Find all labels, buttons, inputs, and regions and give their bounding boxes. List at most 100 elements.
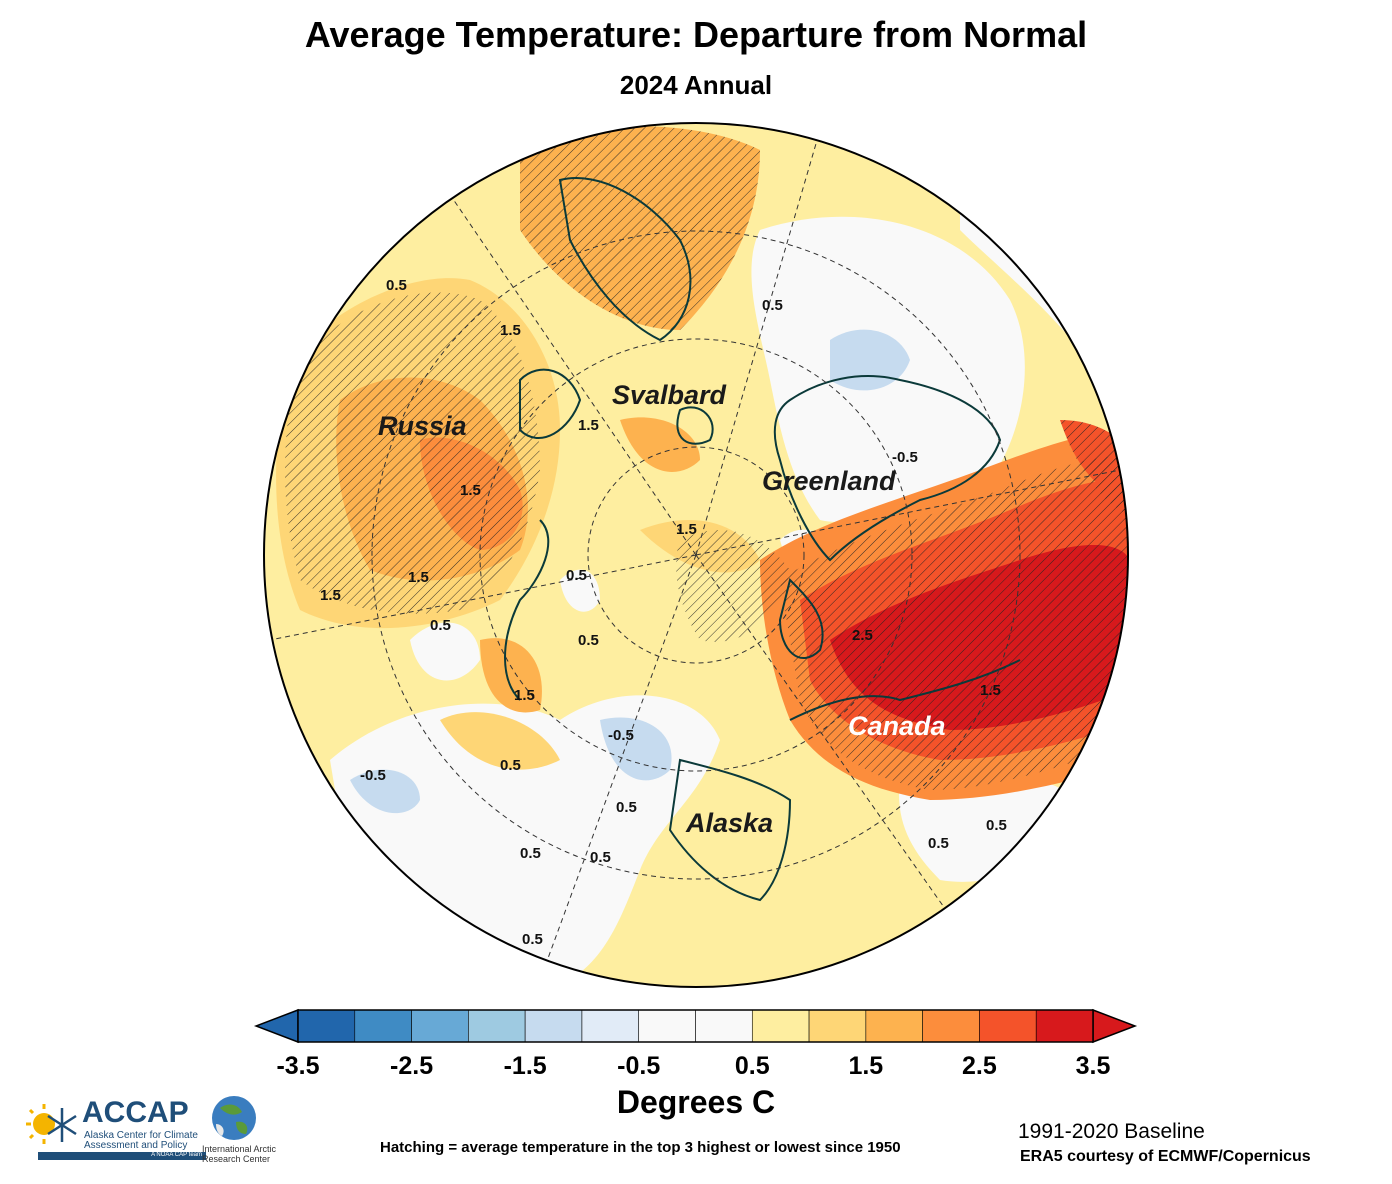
- colorbar-cell: [865, 1009, 923, 1043]
- colorbar-tick-label: 3.5: [1075, 1052, 1111, 1080]
- svalbard-coast: [676, 406, 714, 445]
- longitude-line: [695, 469, 1121, 556]
- colorbar-cell: [411, 1009, 469, 1043]
- contour-label: 0.5: [500, 757, 521, 774]
- contour-label: -0.5: [892, 449, 918, 466]
- coastlines: [504, 177, 1021, 902]
- colorbar-cell: [1035, 1009, 1094, 1043]
- colorbar-cell: [297, 1009, 356, 1043]
- iarc-logo: International Arctic Research Center: [200, 1094, 280, 1166]
- region-label-greenland: Greenland: [762, 466, 896, 496]
- contour-label: 0.5: [566, 567, 587, 584]
- greenland-coast: [773, 375, 1002, 562]
- contour-label: 0.5: [986, 817, 1007, 834]
- colorbar-frame: [297, 1009, 1094, 1043]
- negative-anomaly-patch: [830, 329, 910, 391]
- colorbar-cell: [979, 1009, 1037, 1043]
- hatching-note: Hatching = average temperature in the to…: [380, 1139, 901, 1156]
- colorbar-cell: [354, 1009, 412, 1043]
- region-label-canada: Canada: [848, 711, 946, 741]
- longitude-line: [695, 129, 821, 556]
- contour-label: 1.5: [676, 521, 697, 538]
- contour-label: 0.5: [520, 845, 541, 862]
- contour-label: 0.5: [590, 849, 611, 866]
- contour-label: 0.5: [386, 277, 407, 294]
- contour-label: 0.5: [430, 617, 451, 634]
- contour-label: 1.5: [408, 569, 429, 586]
- alaska-coast: [668, 758, 792, 902]
- contour-label: 1.5: [460, 482, 481, 499]
- iarc-name: Research Center: [202, 1154, 271, 1164]
- sun-snowflake-icon: [26, 1104, 77, 1144]
- colorbar-high-extend-arrow: [1092, 1008, 1138, 1044]
- contour-label: 0.5: [928, 835, 949, 852]
- record-hatching: [676, 530, 790, 642]
- accap-logo: ACCAP Alaska Center for Climate Assessme…: [22, 1096, 206, 1164]
- longitude-line: [269, 554, 697, 641]
- contour-label: 1.5: [500, 322, 521, 339]
- colorbar-tick-label: 0.5: [734, 1052, 770, 1080]
- contour-label: -0.5: [360, 767, 386, 784]
- globe-icon: [212, 1096, 256, 1140]
- colorbar-tick-label: 2.5: [962, 1052, 997, 1080]
- longitude-line: [695, 554, 961, 931]
- map-title: Average Temperature: Departure from Norm…: [304, 14, 1088, 55]
- chukotka-warm-patch: [440, 712, 560, 770]
- latitude-circle: [371, 230, 1021, 880]
- contour-label: 1.5: [980, 682, 1001, 699]
- colorbar-tick-label: -2.5: [390, 1052, 434, 1080]
- colorbar-cells: [297, 1009, 1094, 1043]
- negative-anomaly-patch: [600, 717, 672, 781]
- contour-label: 0.5: [616, 799, 637, 816]
- colorbar-low-extend-arrow: [253, 1008, 299, 1044]
- longitude-line: [539, 554, 697, 981]
- east-siberia-warm-patch: [480, 638, 542, 713]
- negative-anomaly-patch: [350, 769, 420, 814]
- barents-warm-patch: [620, 417, 700, 472]
- contour-label: 0.5: [578, 632, 599, 649]
- contour-label: 2.5: [852, 627, 873, 644]
- accap-bar: A NOAA CAP team: [38, 1152, 206, 1160]
- siberia-neutral-patch: [410, 622, 480, 681]
- longitude-line: [439, 179, 697, 556]
- colorbar-cell: [695, 1009, 753, 1043]
- contour-label: 1.5: [578, 417, 599, 434]
- scandinavia-coast: [558, 177, 692, 342]
- contour-label: -0.5: [608, 727, 634, 744]
- accap-subtitle: Assessment and Policy: [84, 1140, 188, 1151]
- accap-subtitle: Alaska Center for Climate: [84, 1130, 198, 1141]
- colorbar-cell: [581, 1009, 640, 1043]
- colorbar-cell: [751, 1009, 810, 1043]
- iarc-name: International Arctic: [202, 1144, 277, 1154]
- siberia-coast: [504, 519, 550, 701]
- colorbar: [253, 1008, 1138, 1044]
- novaya-zemlya-coast: [519, 368, 582, 440]
- colorbar-cell: [808, 1009, 867, 1043]
- region-label-svalbard: Svalbard: [612, 380, 727, 410]
- colorbar-cell: [468, 1009, 526, 1043]
- contour-label: 0.5: [522, 931, 543, 948]
- colorbar-cell: [922, 1009, 980, 1043]
- contour-labels: 1.5 1.5 1.5 1.5 1.5 1.5 1.5 0.5 0.5 0.5 …: [320, 277, 1007, 948]
- contour-label: 1.5: [514, 687, 535, 704]
- contour-label: 1.5: [320, 587, 341, 604]
- colorbar-cell: [638, 1009, 696, 1043]
- graticule: [269, 129, 1121, 981]
- region-label-alaska: Alaska: [685, 808, 773, 838]
- colorbar-tick-label: -1.5: [503, 1052, 547, 1080]
- baseline-note: 1991-2020 Baseline: [1018, 1120, 1205, 1143]
- colorbar-tick-label: -3.5: [276, 1052, 320, 1080]
- region-label-russia: Russia: [378, 411, 467, 441]
- accap-tag: A NOAA CAP team: [151, 1152, 202, 1158]
- arctic-island-coast: [778, 578, 824, 660]
- colorbar-title: Degrees C: [616, 1084, 776, 1120]
- map-subtitle: 2024 Annual: [619, 70, 773, 100]
- contour-label: 0.5: [762, 297, 783, 314]
- latitude-circle: [587, 446, 805, 664]
- colorbar-cell: [524, 1009, 583, 1043]
- data-credit: ERA5 courtesy of ECMWF/Copernicus: [1020, 1148, 1311, 1165]
- canada-coast: [789, 659, 1021, 721]
- latitude-circle: [479, 338, 913, 772]
- colorbar-tick-label: 1.5: [848, 1052, 884, 1080]
